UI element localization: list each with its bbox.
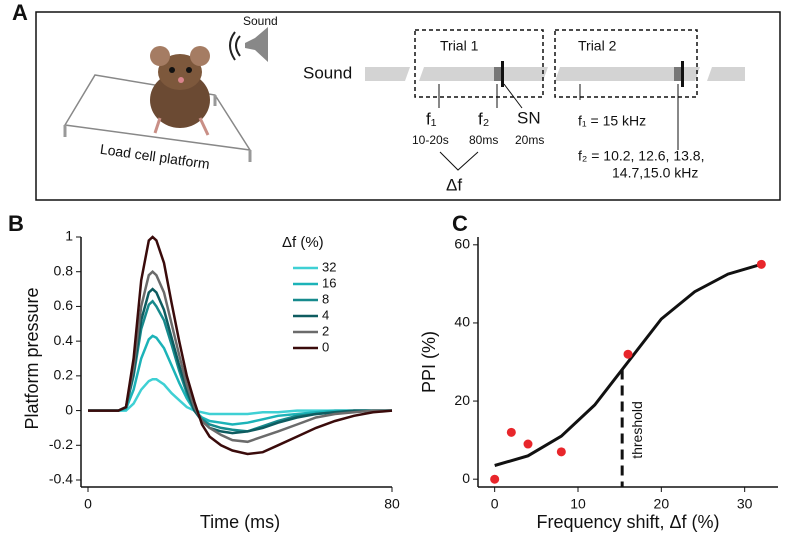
f2-label: f₂	[478, 109, 489, 128]
threshold-label: threshold	[629, 401, 645, 459]
legend-label: 4	[322, 307, 329, 322]
panel-frame	[35, 11, 781, 201]
legend-label: 8	[322, 291, 329, 306]
f1-time: 10-20s	[412, 133, 449, 147]
panel-label: A	[12, 0, 28, 25]
data-point	[623, 349, 633, 359]
sn-time: 20ms	[515, 133, 544, 147]
sn-label: SN	[517, 108, 541, 127]
y-tick-label: 0	[65, 401, 73, 417]
mouse	[150, 46, 210, 136]
x-tick-label: 0	[491, 496, 499, 512]
track-label: Sound	[303, 63, 352, 82]
y-tick-label: 20	[454, 392, 470, 408]
y-tick-label: 0.4	[54, 332, 74, 348]
data-point	[756, 259, 766, 269]
y-tick-label: 0.6	[54, 297, 74, 313]
y-axis-label: Platform pressure	[22, 287, 42, 429]
y-tick-label: 60	[454, 236, 470, 252]
f2-values: f₂ = 10.2, 12.6, 13.8,	[578, 148, 704, 164]
data-point	[506, 427, 516, 437]
legend-title: Δf (%)	[282, 234, 324, 251]
y-tick-label: 0.2	[54, 367, 74, 383]
panel-label: B	[8, 211, 24, 236]
fit-curve	[494, 262, 762, 467]
panel-label: C	[452, 211, 468, 236]
x-axis-label: Frequency shift, Δf (%)	[536, 512, 719, 532]
speaker	[229, 27, 268, 62]
x-tick-label: 10	[570, 496, 586, 512]
y-tick-label: -0.4	[49, 471, 73, 487]
trial-box	[414, 29, 544, 98]
y-tick-label: 40	[454, 314, 470, 330]
x-tick-label: 0	[84, 496, 92, 512]
x-tick-label: 20	[654, 496, 670, 512]
y-tick-label: 0.8	[54, 262, 74, 278]
data-point	[490, 474, 500, 484]
y-tick-label: -0.2	[49, 436, 73, 452]
speaker-label: Sound	[243, 14, 278, 28]
legend-label: 32	[322, 259, 336, 274]
legend-label: 0	[322, 339, 329, 354]
f1-label: f₁	[426, 109, 437, 128]
platform-label: Load cell platform	[99, 141, 211, 172]
f2-values: 14.7,15.0 kHz	[612, 165, 698, 181]
data-point	[523, 439, 533, 449]
sound-track	[365, 61, 745, 87]
pointer-lines	[438, 83, 679, 171]
trial-box	[554, 29, 698, 98]
f2-time: 80ms	[469, 133, 498, 147]
y-axis-label: PPI (%)	[419, 331, 439, 393]
y-tick-label: 1	[65, 228, 73, 244]
trial-label: Trial 1	[440, 38, 479, 54]
legend-label: 16	[322, 275, 336, 290]
data-point	[556, 447, 566, 457]
x-axis-label: Time (ms)	[200, 512, 280, 532]
y-tick-label: 0	[462, 470, 470, 486]
delta-f: Δf	[446, 175, 462, 194]
x-tick-label: 80	[384, 496, 400, 512]
x-tick-label: 30	[737, 496, 753, 512]
legend-label: 2	[322, 323, 329, 338]
f1-value: f₁ = 15 kHz	[578, 113, 646, 129]
series-line	[88, 235, 393, 456]
trial-label: Trial 2	[578, 38, 617, 54]
